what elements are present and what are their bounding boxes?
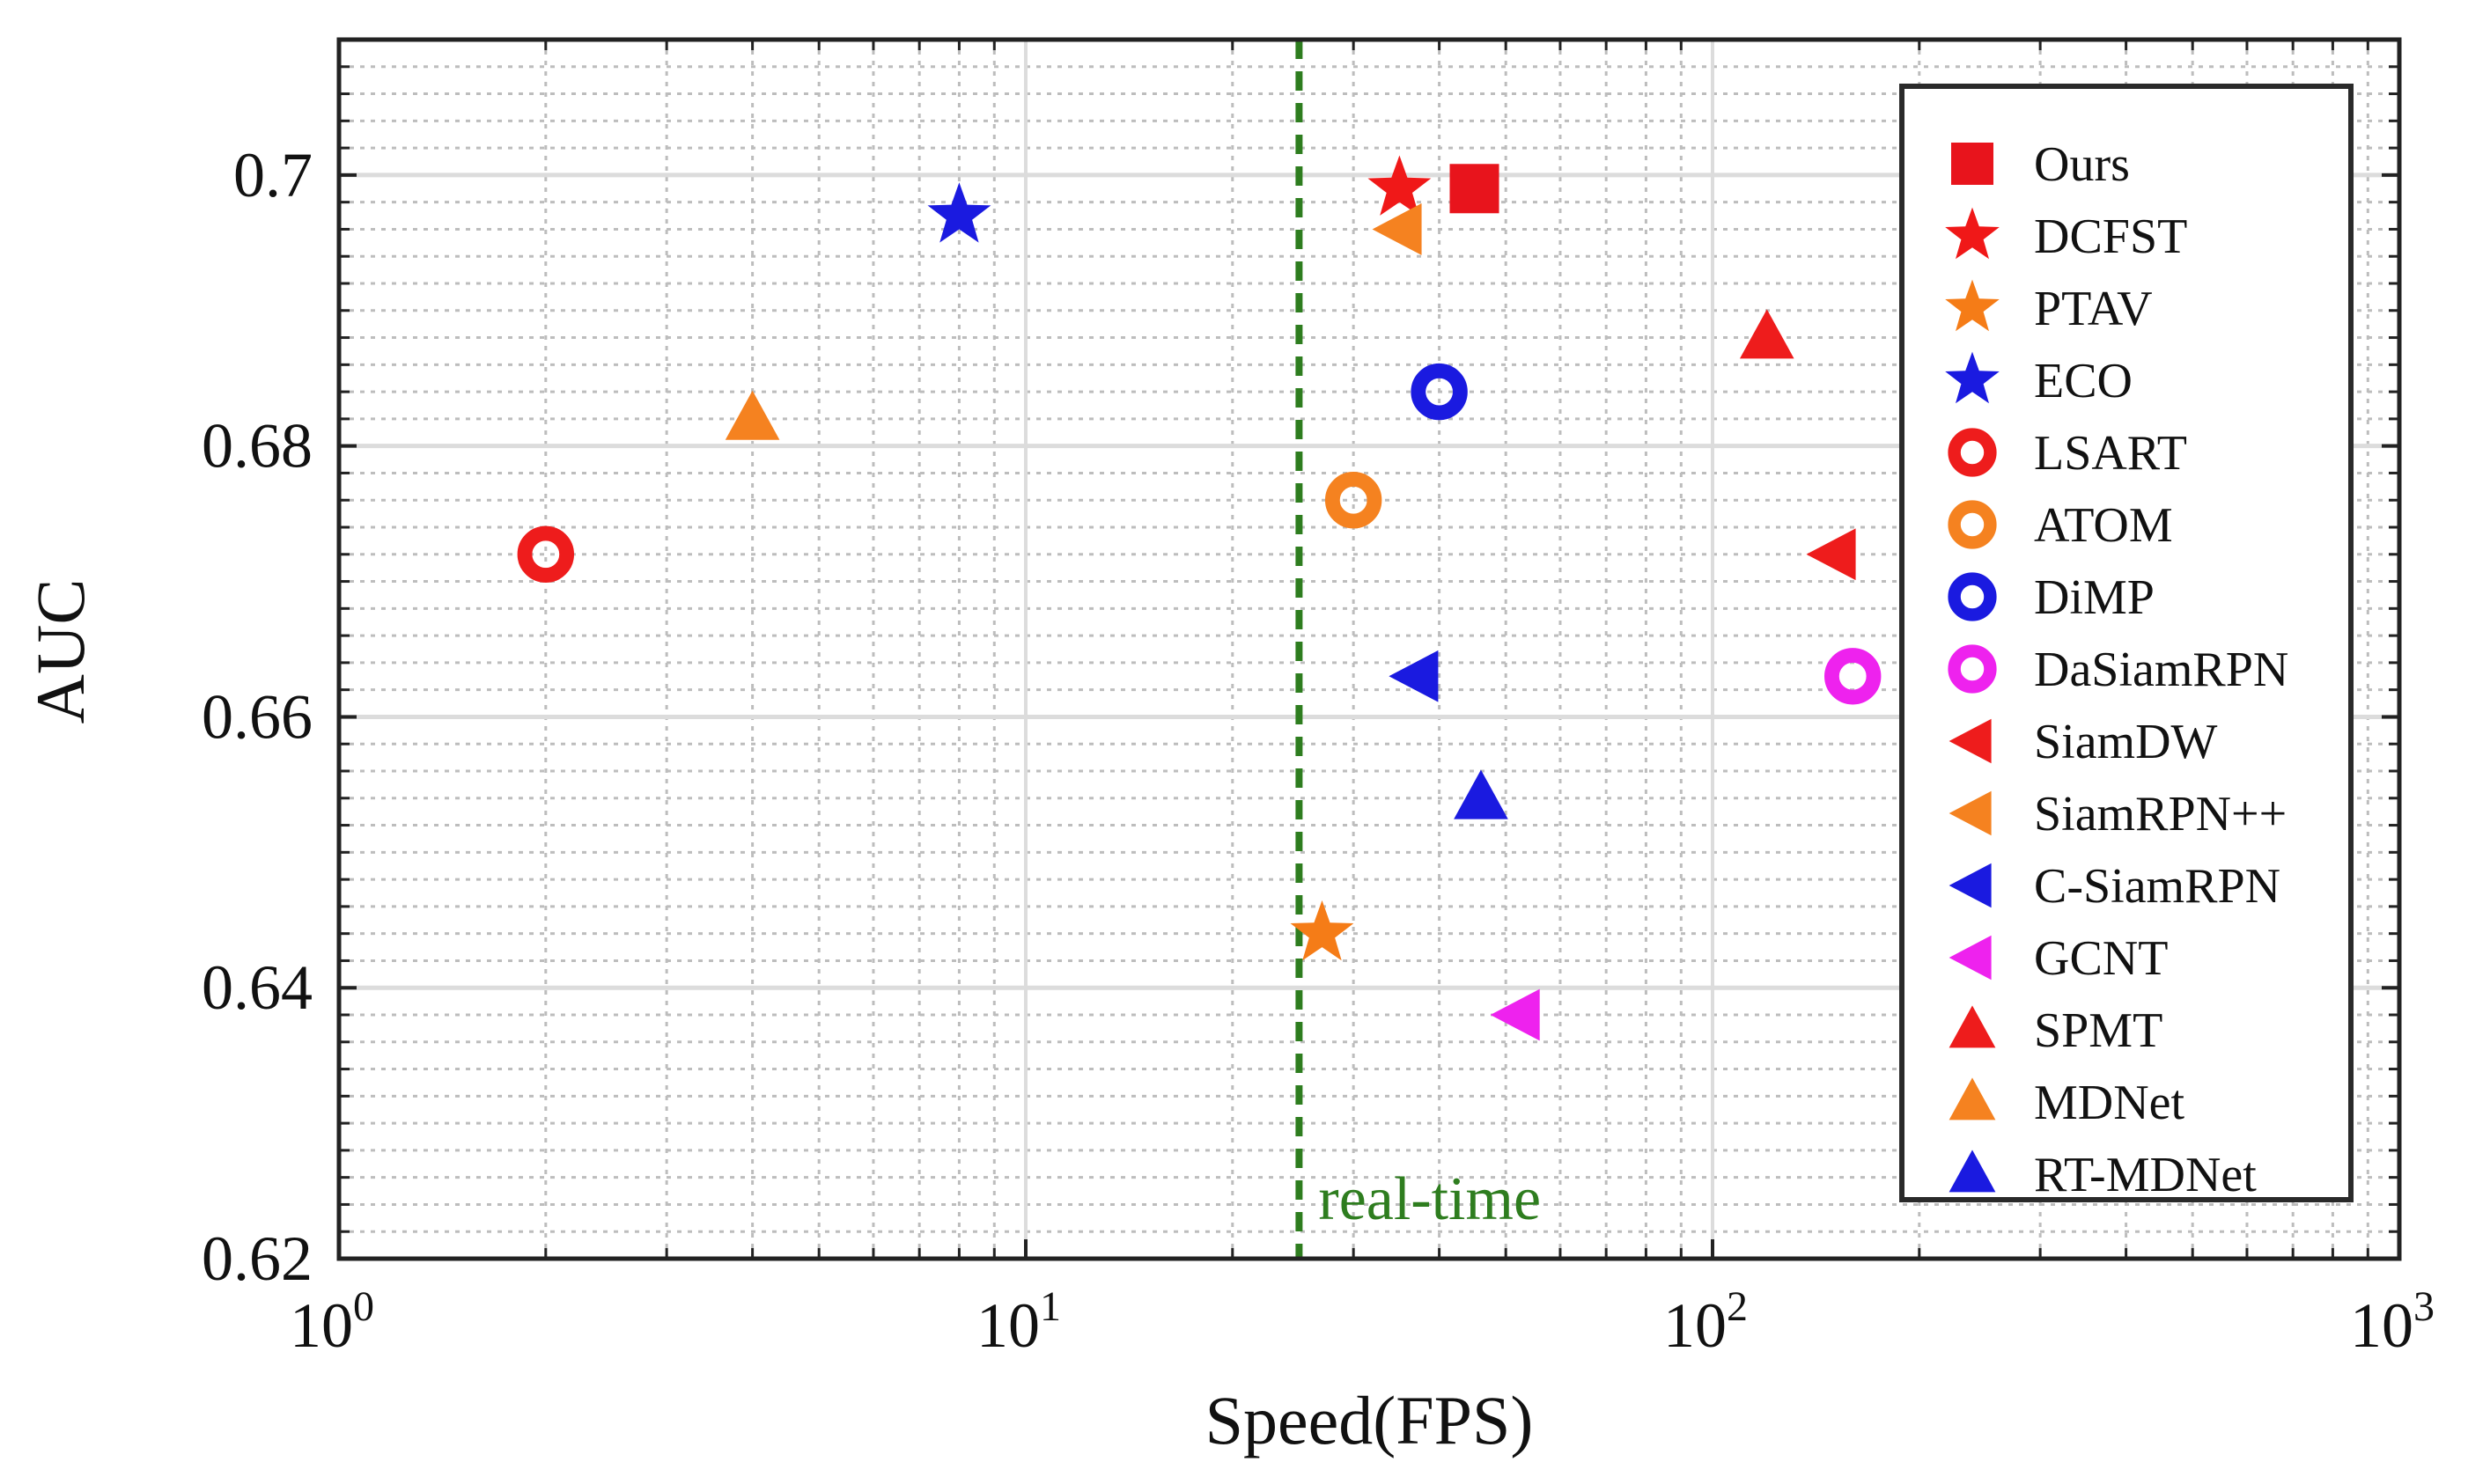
x-tick-label: 103 [2350,1283,2435,1361]
y-tick-label: 0.66 [202,681,313,752]
y-tick-label: 0.7 [233,140,313,210]
legend-label-ptav: PTAV [2034,282,2153,336]
legend-marker-atom [1948,500,1997,549]
plot-frame [336,37,2402,1261]
legend-label-eco: ECO [2034,354,2133,408]
legend-label-gcnt: GCNT [2034,931,2168,986]
legend-marker-ptav [1945,279,2000,332]
y-tick-label: 0.68 [202,411,313,481]
legend-label-lsart: LSART [2034,426,2187,481]
data-point-spmt [1739,309,1794,359]
axis-ticks: 100 101 102 103 0.62 0.64 0.66 0.68 0.7 [202,40,2435,1361]
legend-label-c-siamrpn: C-SiamRPN [2034,859,2280,914]
legend: Ours DCFST PTAV ECO LSART ATOM DiMP DaSiamRPN Si… [1899,84,2354,1202]
data-point-ptav [1290,900,1354,961]
legend-marker-dasiamrpn [1948,644,1997,694]
y-axis-title: AUC [22,579,99,724]
legend-label-dcfst: DCFST [2034,209,2187,264]
x-tick-label: 101 [976,1283,1061,1361]
data-markers [517,155,1882,1041]
legend-label-mdnet: MDNet [2034,1076,2185,1130]
legend-marker-mdnet [1949,1077,1996,1120]
legend-label-siamdw: SiamDW [2034,715,2218,769]
legend-label-dimp: DiMP [2034,570,2155,625]
legend-label-siamrpnplusplus: SiamRPN++ [2034,787,2287,841]
legend-marker-siamdw [1949,718,1992,764]
data-point-dcfst [1367,155,1432,216]
legend-marker-spmt [1949,1005,1996,1048]
legend-marker-lsart [1948,428,1997,477]
y-tick-label: 0.62 [202,1223,313,1294]
legend-marker-ours [1951,143,1993,185]
data-point-mdnet [725,390,780,440]
legend-label-atom: ATOM [2034,498,2173,553]
legend-marker-c-siamrpn [1949,863,1992,908]
data-point-eco [927,182,991,243]
x-tick-label: 100 [290,1283,374,1361]
data-point-dasiamrpn [1824,648,1882,705]
data-point-siamrpnplusplus [1372,203,1422,255]
x-axis-title: Speed(FPS) [1205,1382,1534,1458]
x-tick-label: 102 [1663,1283,1748,1361]
legend-marker-eco [1945,351,2000,404]
y-tick-label: 0.64 [202,952,313,1023]
legend-marker-gcnt [1949,935,1992,981]
legend-marker-siamrpnplusplus [1949,790,1992,836]
legend-marker-dcfst [1945,207,2000,260]
data-point-gcnt [1490,988,1540,1041]
legend-label-spmt: SPMT [2034,1003,2162,1058]
legend-label-rt-mdnet: RT-MDNet [2034,1148,2257,1202]
legend-label-dasiamrpn: DaSiamRPN [2034,643,2288,697]
data-point-rt-mdnet [1454,769,1508,819]
data-point-ours [1449,164,1499,214]
data-point-siamdw [1806,528,1856,581]
data-point-dimp [1411,363,1468,421]
realtime-label: real-time [1318,1165,1541,1233]
legend-label-ours: Ours [2034,137,2130,192]
data-point-c-siamrpn [1389,650,1439,702]
data-point-atom [1324,472,1382,529]
data-point-lsart [517,525,575,583]
legend-marker-dimp [1948,572,1997,621]
realtime-reference: real-time [1295,40,1541,1259]
legend-marker-rt-mdnet [1949,1150,1996,1193]
